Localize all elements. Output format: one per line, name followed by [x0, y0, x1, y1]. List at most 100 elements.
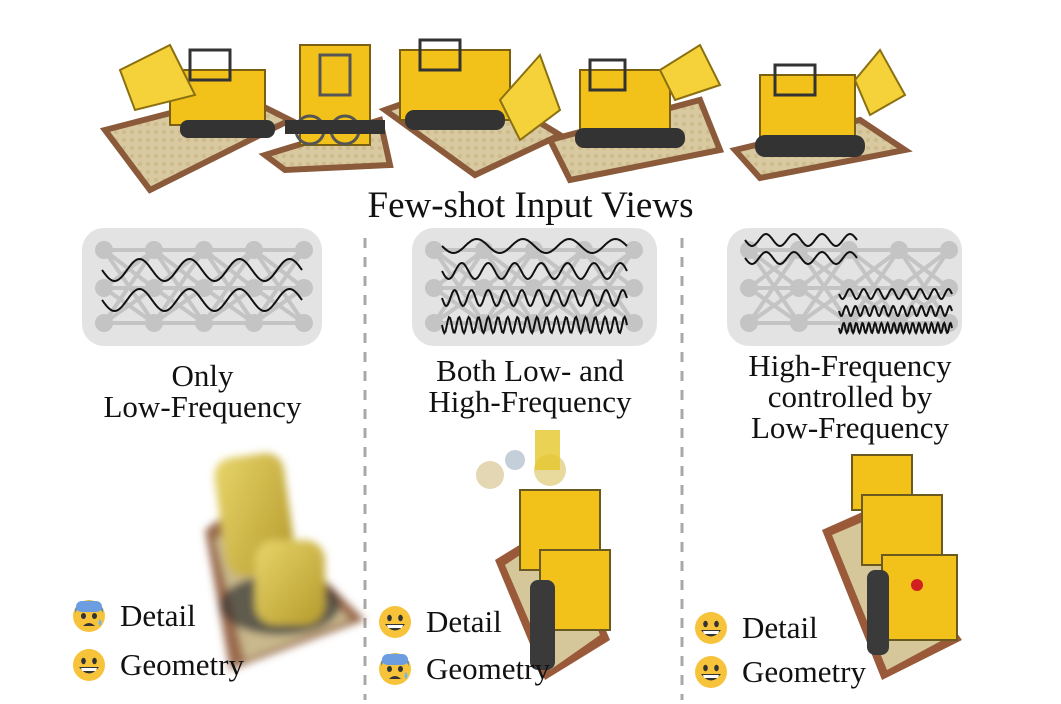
network-edge — [797, 248, 851, 290]
network-node — [790, 279, 808, 297]
frequency-wave — [838, 304, 953, 318]
network-node — [245, 241, 263, 259]
frequency-wave — [744, 250, 858, 266]
network-node — [475, 279, 493, 297]
network-node — [195, 241, 213, 259]
input-view-1 — [99, 43, 297, 194]
frequency-wave — [101, 287, 303, 313]
network-node — [145, 279, 163, 297]
network-node — [840, 279, 858, 297]
legend-label: Geometry — [742, 654, 866, 689]
network-edge — [897, 286, 951, 325]
network-node — [145, 241, 163, 259]
network-edge — [582, 248, 636, 290]
grinning-face-icon — [695, 612, 727, 644]
legend-geometry-col2: Geometry — [378, 651, 550, 687]
network-node — [195, 279, 213, 297]
face-base — [73, 649, 105, 681]
legend-geometry-col3: Geometry — [694, 654, 866, 690]
render-both-frequency — [476, 430, 611, 680]
face-eye — [703, 620, 708, 628]
frequency-wave — [101, 257, 303, 283]
network-edge — [532, 248, 586, 325]
face-base — [695, 612, 727, 644]
grinning-face-icon — [73, 649, 105, 681]
render-low-frequency — [205, 453, 365, 670]
caption-line: Low-Frequency — [751, 410, 949, 445]
figure-title: Few-shot Input Views — [367, 185, 694, 226]
network-node — [890, 241, 908, 259]
network-edge — [432, 248, 486, 290]
network-node — [95, 279, 113, 297]
face-mouth — [83, 623, 95, 626]
network-node — [245, 279, 263, 297]
legend-label: Geometry — [426, 651, 550, 686]
network-node — [940, 314, 958, 332]
face-eye — [387, 614, 392, 622]
frequency-wave — [441, 288, 628, 308]
network-node — [425, 241, 443, 259]
frequency-wave — [838, 287, 953, 301]
face-teeth — [703, 675, 719, 678]
network-node — [625, 279, 643, 297]
caption-both-frequency: Both Low- and High-Frequency — [380, 355, 680, 417]
face-eye — [714, 620, 719, 628]
network-node — [245, 314, 263, 332]
face-eye — [398, 666, 403, 672]
face-eye — [92, 657, 97, 665]
caption-controlled-frequency: High-Frequency controlled by Low-Frequen… — [700, 350, 1000, 443]
network-node — [575, 279, 593, 297]
face-eye — [387, 666, 392, 672]
panel-both-frequency — [412, 228, 657, 346]
network-node — [625, 241, 643, 259]
face-sweat — [404, 672, 408, 679]
frequency-wave — [441, 314, 628, 336]
network-edge — [102, 286, 156, 325]
network-node — [525, 279, 543, 297]
caption-line: High-Frequency — [428, 384, 632, 419]
network-edge — [482, 248, 536, 325]
face-eye — [81, 657, 86, 665]
network-node — [790, 314, 808, 332]
network-edge — [847, 248, 901, 290]
legend-label: Detail — [742, 610, 818, 645]
fearful-face-icon — [73, 600, 105, 632]
face-top — [382, 654, 408, 665]
face-base — [379, 606, 411, 638]
network-node — [940, 241, 958, 259]
legend-detail-col1: Detail — [72, 598, 196, 634]
legend-geometry-col1: Geometry — [72, 647, 244, 683]
face-eye — [92, 613, 97, 619]
network-edge — [432, 286, 486, 325]
legend-detail-col2: Detail — [378, 604, 502, 640]
caption-line: Low-Frequency — [103, 389, 302, 424]
face-eye — [714, 664, 719, 672]
input-views-strip — [99, 38, 913, 194]
face-eye — [703, 664, 708, 672]
network-node — [295, 314, 313, 332]
grinning-face-icon — [695, 656, 727, 688]
fearful-face-icon — [379, 653, 411, 685]
face-top — [76, 601, 102, 612]
network-node — [295, 241, 313, 259]
network-node — [195, 314, 213, 332]
frequency-wave — [441, 237, 628, 255]
network-node — [740, 279, 758, 297]
panel-controlled-frequency — [727, 228, 962, 346]
network-edge — [747, 248, 801, 325]
face-base — [695, 656, 727, 688]
caption-line: Only — [171, 358, 234, 393]
face-teeth — [387, 625, 403, 628]
network-node — [295, 279, 313, 297]
render-controlled-frequency — [822, 454, 962, 680]
input-view-5 — [729, 48, 913, 182]
network-edge — [532, 248, 586, 290]
face-teeth — [703, 631, 719, 634]
legend-label: Geometry — [120, 647, 244, 682]
face-sweat — [98, 619, 102, 626]
network-edge — [432, 248, 486, 325]
frequency-wave — [441, 261, 628, 281]
network-edge — [897, 248, 951, 325]
network-node — [890, 279, 908, 297]
